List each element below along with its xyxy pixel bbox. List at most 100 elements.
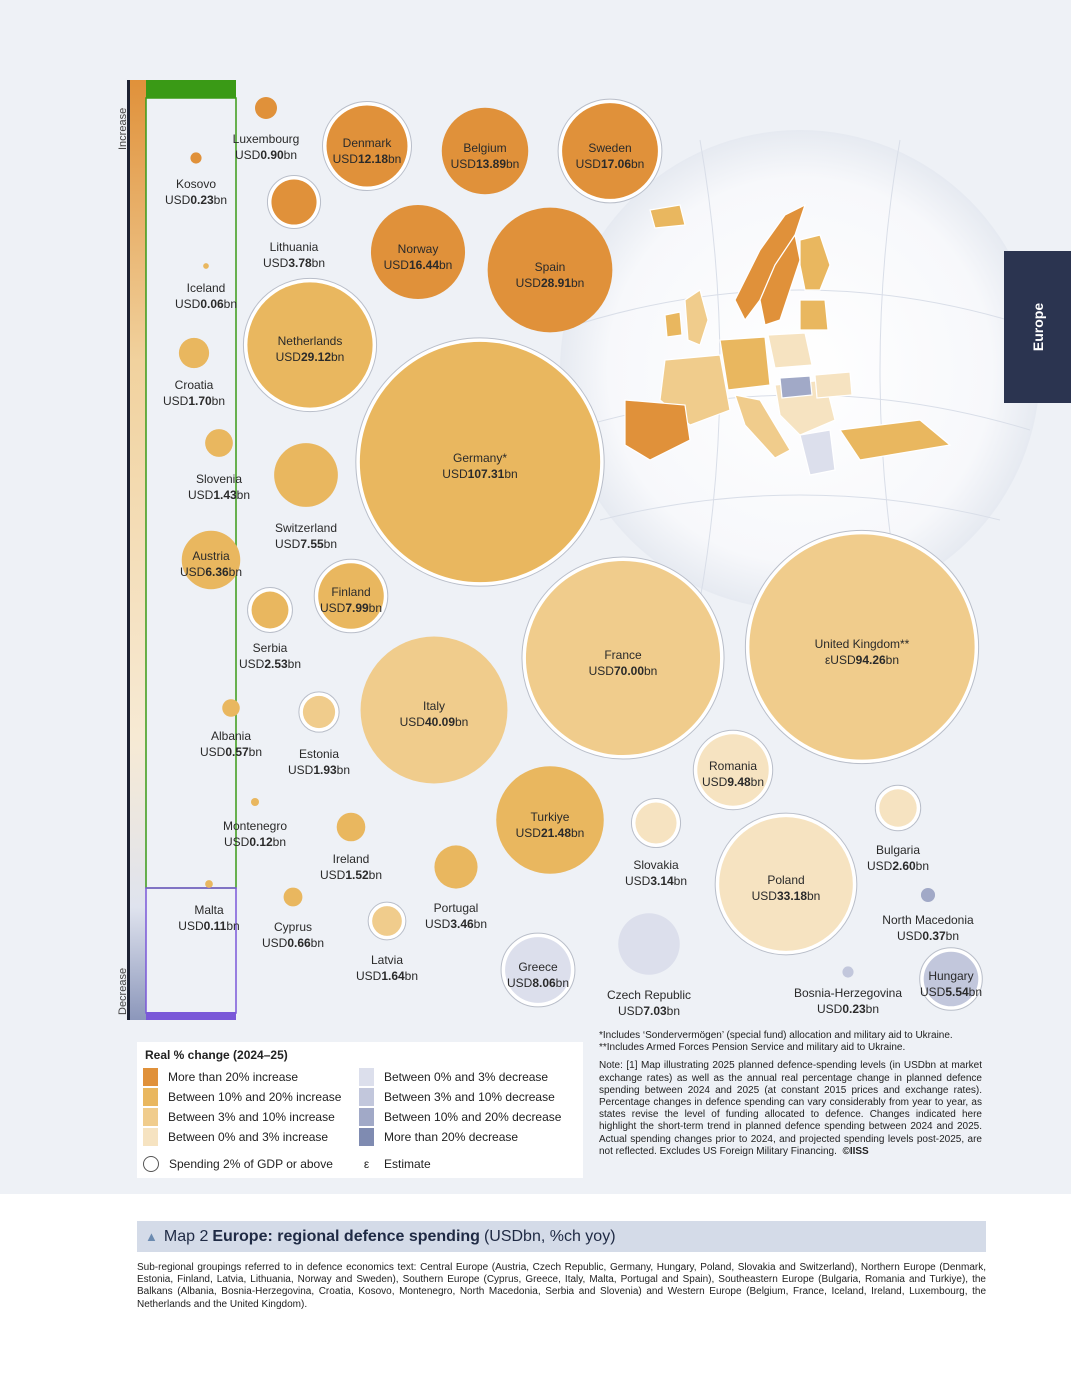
- country-label: Switzerland: [275, 521, 337, 535]
- value-label: USD7.03bn: [618, 1004, 680, 1018]
- value-label: USD1.64bn: [356, 969, 418, 983]
- map-finland: [799, 234, 831, 291]
- bubble-mark: [318, 563, 384, 629]
- bubble-mark: [562, 103, 658, 199]
- value-label: USD0.90bn: [235, 148, 297, 162]
- bubble-mark: [920, 887, 936, 903]
- bubble-spain: Spain USD28.91bn: [487, 207, 613, 333]
- country-label: Croatia: [175, 378, 214, 392]
- change-axis: [127, 80, 237, 1020]
- legend-label: More than 20% decrease: [384, 1130, 519, 1144]
- country-label: Greece: [518, 960, 558, 974]
- legend-label: Between 0% and 3% increase: [168, 1130, 329, 1144]
- bubble-portugal: Portugal USD3.46bn: [425, 845, 487, 931]
- section-tab-label: Europe: [1029, 302, 1046, 352]
- legend-label: Between 10% and 20% increase: [168, 1090, 342, 1104]
- map-baltics: [799, 299, 829, 331]
- country-label: United Kingdom**: [815, 637, 910, 651]
- country-label: Estonia: [299, 747, 339, 761]
- footnote-1: *Includes ‘Sondervermögen’ (special fund…: [599, 1030, 953, 1041]
- bubble-germany: Germany* USD107.31bn: [355, 337, 605, 587]
- country-label: Austria: [192, 549, 230, 563]
- bubble-mark: [359, 341, 601, 583]
- legend-label: Between 10% and 20% decrease: [384, 1110, 562, 1124]
- bubble-estonia: Estonia USD1.93bn: [288, 691, 350, 777]
- legend-item: Between 0% and 3% decrease: [359, 1068, 548, 1086]
- bubble-malta: Malta USD0.11bn: [178, 880, 240, 933]
- value-label: USD70.00bn: [589, 664, 658, 678]
- country-label: Latvia: [371, 953, 403, 967]
- bubble-mark: [203, 263, 209, 269]
- country-label: Bulgaria: [876, 843, 920, 857]
- value-label: USD1.93bn: [288, 763, 350, 777]
- bubble-mark: [254, 96, 278, 120]
- map-germany: [719, 336, 771, 391]
- country-label: France: [604, 648, 642, 662]
- bubble-turkiye: Turkiye USD21.48bn: [496, 766, 604, 874]
- increase-axis-label: Increase: [117, 107, 129, 150]
- legend-item: Between 3% and 10% decrease: [359, 1088, 555, 1106]
- value-label: USD107.31bn: [442, 467, 517, 481]
- map-poland: [767, 332, 813, 369]
- footnote-2: **Includes Armed Forces Pension Service …: [599, 1042, 906, 1054]
- copyright: ©IISS: [842, 1145, 869, 1157]
- country-label: Hungary: [928, 969, 973, 983]
- country-label: Iceland: [187, 281, 226, 295]
- legend-item: Between 3% and 10% increase: [143, 1108, 335, 1126]
- legend-item-gdp: Spending 2% of GDP or above: [143, 1155, 333, 1173]
- legend-swatch: [359, 1108, 374, 1126]
- change-axis-gradient: [130, 80, 146, 1020]
- bubble-bosnia-herzegovina: Bosnia-Herzegovina USD0.23bn: [794, 966, 902, 1016]
- bubble-mark: [283, 887, 303, 907]
- bubble-poland: Poland USD33.18bn: [714, 812, 858, 956]
- country-label: Slovakia: [633, 858, 679, 872]
- bubble-mark: [302, 695, 336, 729]
- country-label: Italy: [423, 699, 445, 713]
- value-label: USD7.55bn: [275, 537, 337, 551]
- bubble-mark: [247, 282, 373, 408]
- decrease-axis-label: Decrease: [117, 967, 129, 1015]
- value-label: USD21.48bn: [516, 826, 585, 840]
- country-label: Kosovo: [176, 177, 216, 191]
- legend-item: Between 10% and 20% decrease: [359, 1108, 561, 1126]
- value-label: USD6.36bn: [180, 565, 242, 579]
- country-label: Spain: [535, 260, 566, 274]
- map-greece: [799, 429, 836, 476]
- value-label: εUSD94.26bn: [825, 653, 899, 667]
- legend-swatch: [359, 1088, 374, 1106]
- bubble-mark: [190, 152, 202, 164]
- legend-label: Between 0% and 3% decrease: [384, 1070, 549, 1084]
- bubble-latvia: Latvia USD1.64bn: [356, 901, 418, 983]
- country-label: Portugal: [434, 901, 479, 915]
- legend-gdp-label: Spending 2% of GDP or above: [169, 1157, 333, 1171]
- map-romania: [814, 371, 853, 399]
- map-uk: [684, 289, 709, 346]
- bubble-mark: [372, 906, 402, 936]
- legend-estimate-label: Estimate: [384, 1157, 431, 1171]
- bubble-mark: [525, 560, 721, 756]
- value-label: USD12.18bn: [333, 152, 402, 166]
- legend-item: More than 20% decrease: [359, 1128, 518, 1146]
- bubble-denmark: Denmark USD12.18bn: [322, 101, 412, 191]
- notes: *Includes ‘Sondervermögen’ (special fund…: [599, 1030, 982, 1158]
- bubble-mark: [336, 812, 366, 842]
- bubble-mark: [370, 204, 466, 300]
- note-text: Note: [1] Map illustrating 2025 planned …: [599, 1060, 982, 1157]
- bubble-mark: [178, 337, 210, 369]
- caption-prefix: Map 2: [163, 1227, 209, 1245]
- country-label: Slovenia: [196, 472, 242, 486]
- legend-label: Between 3% and 10% decrease: [384, 1090, 555, 1104]
- legend-swatch: [359, 1128, 374, 1146]
- value-label: USD1.43bn: [188, 488, 250, 502]
- value-label: USD0.12bn: [224, 835, 286, 849]
- bubble-serbia: Serbia USD2.53bn: [239, 587, 301, 671]
- bubble-united-kingdom: United Kingdom** εUSD94.26bn: [744, 529, 980, 765]
- section-tab-europe[interactable]: Europe: [1004, 251, 1071, 403]
- map-panel: Luxembourg USD0.90bn Kosovo USD0.23bn Icelan…: [0, 0, 1071, 1194]
- country-label: Albania: [211, 729, 251, 743]
- value-label: USD3.14bn: [625, 874, 687, 888]
- value-label: USD28.91bn: [516, 276, 585, 290]
- legend-swatch: [359, 1068, 374, 1086]
- bubble-sweden: Sweden USD17.06bn: [557, 98, 663, 204]
- legend-swatch: [143, 1128, 158, 1146]
